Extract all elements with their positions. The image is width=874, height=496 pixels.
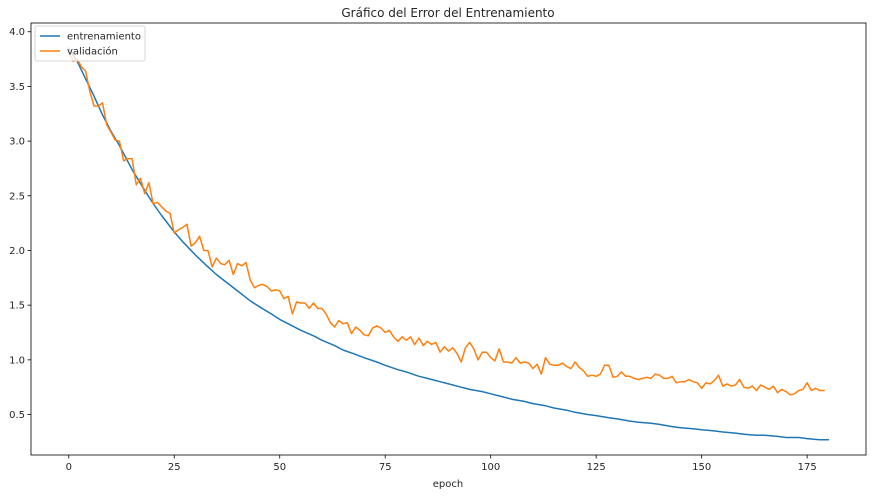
plot-frame [30, 22, 867, 456]
y-tick-label: 0.5 [9, 410, 25, 421]
x-tick-label: 50 [273, 462, 286, 473]
y-tick-label: 4.0 [9, 27, 25, 38]
legend-box [34, 25, 146, 62]
legend: entrenamiento validación [34, 25, 146, 62]
y-tick-label: 2.5 [9, 191, 25, 202]
y-tick-label: 2.0 [9, 246, 25, 257]
y-tick-label: 3.5 [9, 82, 25, 93]
legend-label-validacion: validación [67, 46, 118, 58]
x-axis-label: epoch [433, 479, 463, 490]
y-tick-label: 1.5 [9, 301, 25, 312]
y-tick-label: 3.0 [9, 137, 25, 148]
y-axis-ticks: 0.5 1.0 1.5 2.0 2.5 3.0 3.5 4.0 [9, 27, 31, 421]
series-line-entrenamiento [67, 47, 829, 441]
plot-lines [67, 47, 829, 441]
series-line-validacion [67, 50, 825, 396]
y-tick-label: 1.0 [9, 355, 25, 366]
x-tick-label: 25 [168, 462, 181, 473]
x-tick-label: 100 [481, 462, 500, 473]
x-tick-label: 175 [798, 462, 817, 473]
legend-label-entrenamiento: entrenamiento [67, 32, 141, 43]
x-tick-label: 75 [379, 462, 392, 473]
x-tick-label: 125 [587, 462, 606, 473]
x-axis-ticks: 0 25 50 75 100 125 150 175 [66, 455, 817, 473]
chart-title: Gráfico del Error del Entrenamiento [341, 6, 554, 20]
x-tick-label: 0 [66, 462, 72, 473]
x-tick-label: 150 [692, 462, 711, 473]
